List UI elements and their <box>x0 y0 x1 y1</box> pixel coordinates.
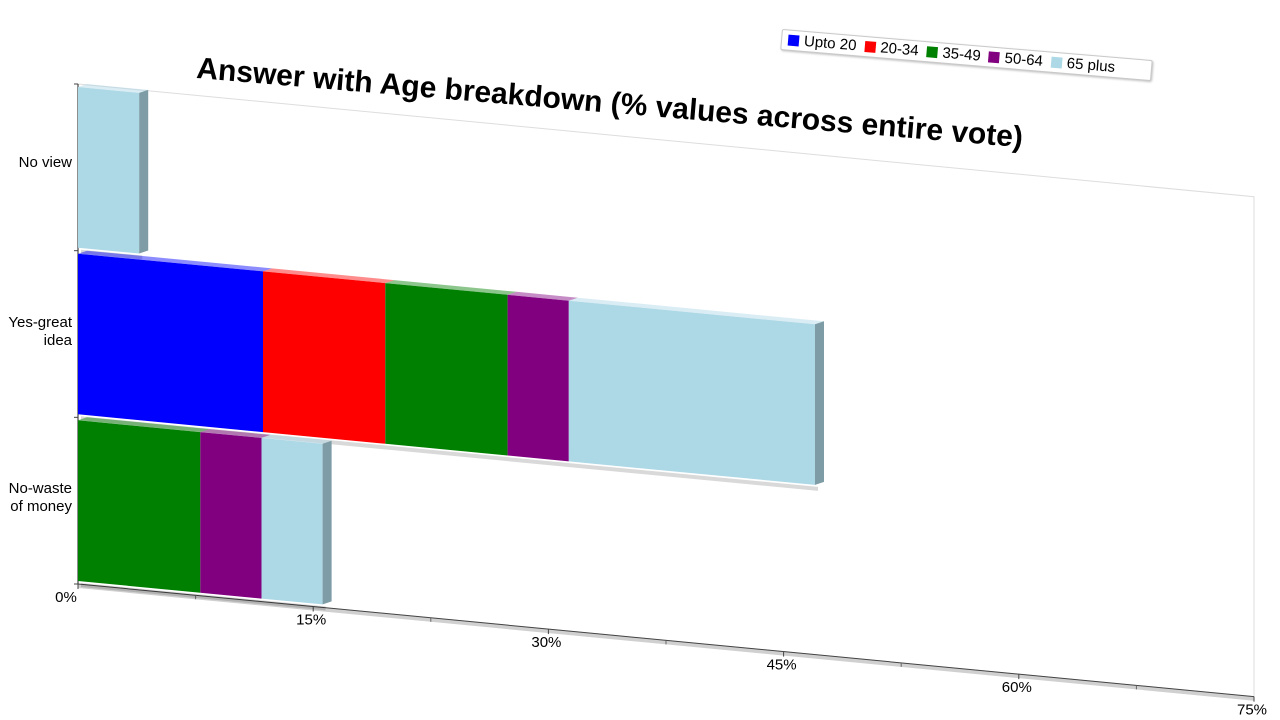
x-tick-label: 45% <box>767 657 797 674</box>
category-label-line: No-waste <box>8 480 72 497</box>
category-label-line: of money <box>10 498 72 515</box>
category-label-line: Yes-great <box>8 314 72 331</box>
x-tick-label: 30% <box>531 634 561 651</box>
x-tick-label: 15% <box>296 612 326 629</box>
bar-top-yes-great-idea-20-34 <box>263 268 395 284</box>
bar-yes-great-idea-35-49 <box>385 283 508 456</box>
bar-top-no-waste-of-money-35-49 <box>78 417 210 433</box>
bar-top-no-view-65-plus <box>78 84 149 93</box>
bar-shadow <box>81 583 326 611</box>
bar-shadow <box>81 249 143 260</box>
bar-no-waste-of-money-50-64 <box>200 432 262 599</box>
bar-top-yes-great-idea-50-64 <box>507 291 578 301</box>
bar-side-shade <box>139 89 149 254</box>
bar-side <box>139 89 149 254</box>
category-label-yes-great-idea: Yes-great idea <box>2 314 72 350</box>
bar-side <box>322 440 332 605</box>
bar-top-no-waste-of-money-50-64 <box>200 429 271 438</box>
bar-yes-great-idea-upto-20 <box>78 253 263 433</box>
bar-top-yes-great-idea-upto-20 <box>78 250 272 272</box>
bar-yes-great-idea-50-64 <box>507 294 569 462</box>
x-tick-label: 60% <box>1002 679 1032 696</box>
bar-no-waste-of-money-35-49 <box>78 420 201 593</box>
category-label-no-waste-of-money: No-waste of money <box>2 480 72 516</box>
bar-top-no-waste-of-money-65-plus <box>261 434 332 444</box>
category-label-line: No view <box>18 154 72 171</box>
bar-shadow <box>81 416 818 491</box>
bar-yes-great-idea-65-plus <box>568 300 815 485</box>
x-tick-label: 0% <box>55 589 77 606</box>
category-label-line: idea <box>43 332 72 349</box>
x-tick-label: 75% <box>1237 702 1267 719</box>
category-label-no-view: No view <box>2 154 72 172</box>
bar-no-waste-of-money-65-plus <box>261 437 323 605</box>
bar-top-yes-great-idea-65-plus <box>568 297 824 325</box>
bar-yes-great-idea-20-34 <box>263 271 386 444</box>
bar-side <box>815 321 824 485</box>
bar-side-shade <box>815 321 824 485</box>
bar-no-view-65-plus <box>78 87 140 254</box>
bar-top-yes-great-idea-35-49 <box>385 280 517 295</box>
bar-side-shade <box>322 440 332 605</box>
